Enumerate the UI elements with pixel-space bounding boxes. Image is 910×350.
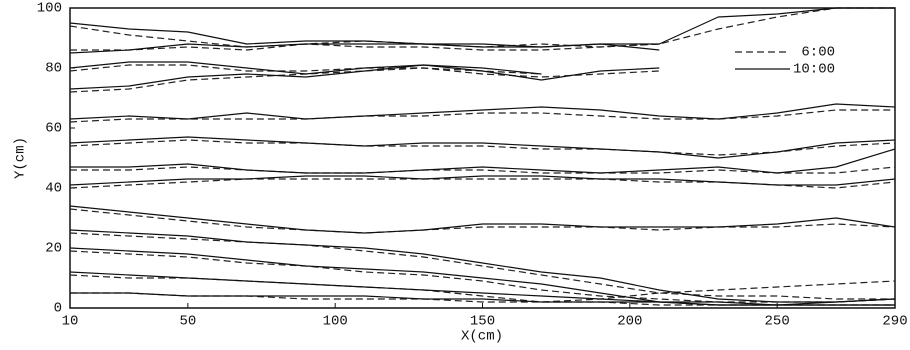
y-tick-label: 40: [45, 181, 62, 197]
contour-line: [69, 139, 896, 156]
contour-line: [69, 64, 542, 90]
contour-line: [69, 274, 896, 303]
x-axis-label: X(cm): [461, 329, 503, 345]
contour-line: [69, 208, 896, 234]
x-tick-label: 100: [323, 314, 348, 330]
x-tick-label: 290: [882, 314, 907, 330]
contour-line: [69, 43, 660, 54]
legend-label: 6:00: [801, 45, 835, 61]
contour-line: [70, 148, 896, 174]
legend-label: 10:00: [793, 62, 835, 78]
contour-line: [69, 205, 896, 234]
contour-line: [69, 7, 895, 48]
contour-line: [69, 271, 895, 306]
contour-line: [69, 178, 896, 189]
contour-line: [70, 166, 896, 174]
contour-line: [69, 103, 896, 120]
x-tick-label: 250: [765, 314, 790, 330]
x-tick-label: 200: [617, 314, 642, 330]
contour-line: [69, 229, 896, 303]
y-axis-label: Y(cm): [13, 137, 29, 179]
y-tick-label: 100: [37, 1, 62, 17]
contour-line: [69, 250, 896, 303]
contour-line: [69, 61, 660, 81]
contour-line: [69, 232, 895, 300]
x-tick-label: 50: [179, 314, 196, 330]
contour-line: [69, 175, 896, 186]
x-tick-label: 150: [470, 314, 495, 330]
y-tick-label: 20: [45, 241, 62, 257]
y-tick-label: 0: [54, 301, 62, 317]
contour-line: [69, 136, 896, 159]
y-tick-label: 80: [45, 61, 62, 77]
contour-line: [70, 292, 895, 306]
y-tick-label: 60: [45, 121, 62, 137]
contour-line: [69, 7, 895, 48]
x-tick-label: 10: [62, 314, 79, 330]
contour-line: [69, 109, 895, 123]
